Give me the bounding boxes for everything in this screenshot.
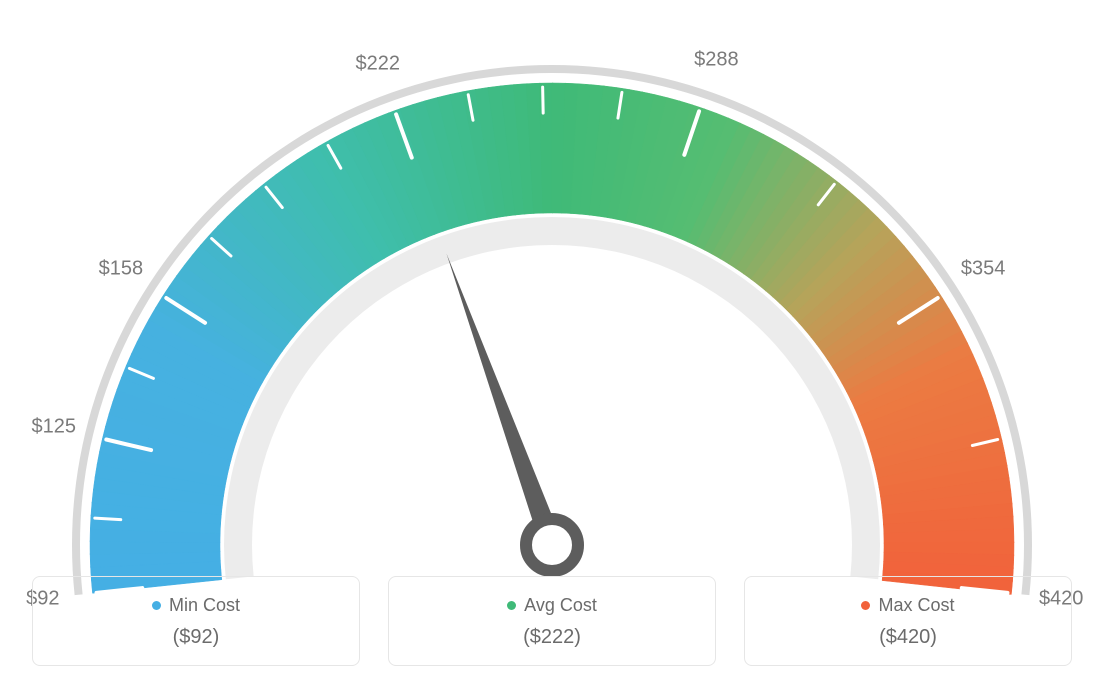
tick-label: $288 [694, 49, 739, 72]
card-max-value: ($420) [757, 626, 1059, 649]
card-min-label-row: Min Cost [152, 595, 240, 616]
card-max-cost: Max Cost ($420) [744, 576, 1072, 666]
tick-label: $125 [32, 416, 77, 439]
tick-label: $354 [961, 257, 1006, 280]
gauge-chart-root: $92$125$158$222$288$354$420 Min Cost ($9… [0, 0, 1104, 690]
card-avg-label-row: Avg Cost [507, 595, 597, 616]
card-min-label: Min Cost [169, 595, 240, 616]
dot-icon [507, 601, 516, 610]
needle [446, 254, 562, 549]
card-max-label: Max Cost [878, 595, 954, 616]
card-min-cost: Min Cost ($92) [32, 576, 360, 666]
tick-label: $222 [355, 52, 400, 75]
needle-hub [526, 519, 578, 571]
tick [95, 518, 121, 520]
tick [543, 87, 544, 113]
card-avg-cost: Avg Cost ($222) [388, 576, 716, 666]
card-avg-label: Avg Cost [524, 595, 597, 616]
dot-icon [861, 601, 870, 610]
card-max-label-row: Max Cost [861, 595, 954, 616]
summary-cards: Min Cost ($92) Avg Cost ($222) Max Cost … [32, 576, 1072, 666]
card-min-value: ($92) [45, 626, 347, 649]
gauge-area: $92$125$158$222$288$354$420 [0, 0, 1104, 560]
tick-label: $158 [99, 257, 144, 280]
card-avg-value: ($222) [401, 626, 703, 649]
gauge-svg [0, 0, 1104, 600]
dot-icon [152, 601, 161, 610]
